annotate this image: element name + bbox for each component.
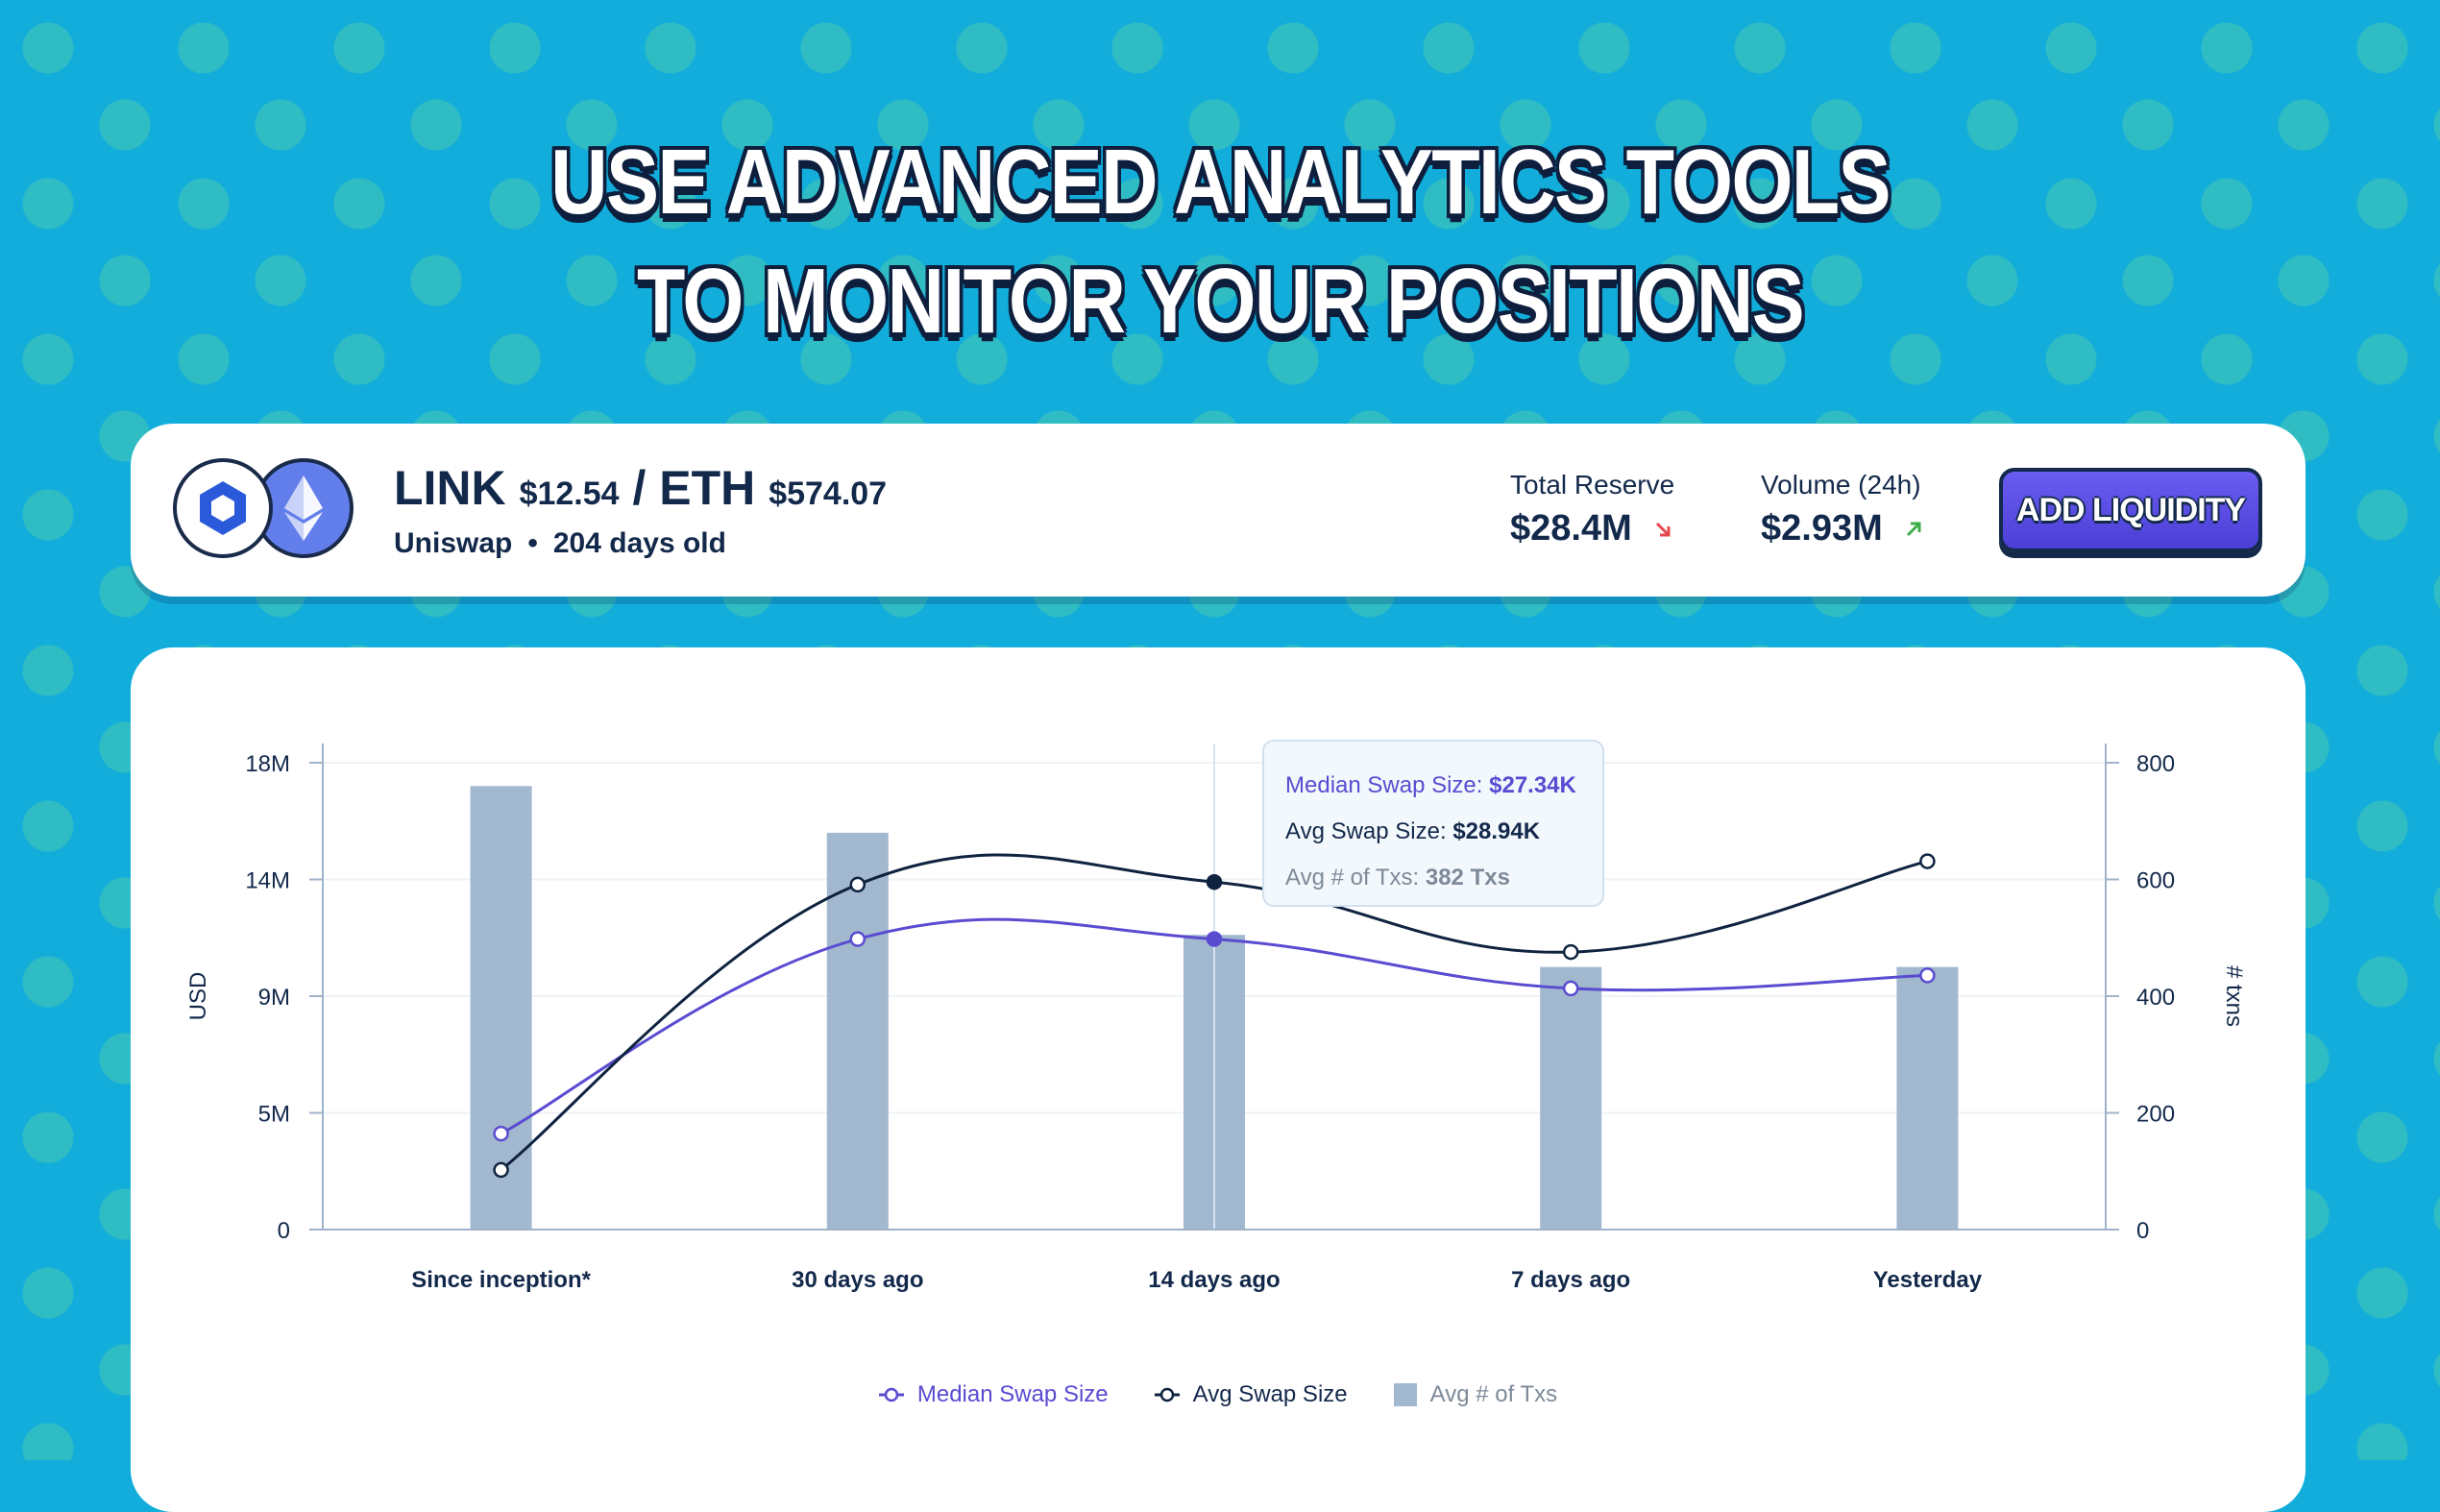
pair-info-card: LINK $12.54 / ETH $574.07 Uniswap • 204 da… [131,424,2306,597]
volume-24h-value: $2.93M [1761,508,1883,549]
tooltip-avg-value: $28.94K [1452,818,1541,844]
data-point [1206,873,1223,890]
y2-axis-title: # txns [2221,965,2247,1027]
legend-txs-label: Avg # of Txs [1429,1381,1558,1407]
legend-median-swap-size[interactable]: Median Swap Size [878,1381,1109,1408]
line-marker-icon [1154,1387,1180,1402]
legend-avg-swap-size[interactable]: Avg Swap Size [1154,1381,1348,1408]
x-axis-category-label: 14 days ago [1148,1267,1280,1293]
legend-median-label: Median Swap Size [916,1381,1109,1407]
add-liquidity-button[interactable]: ADD LIQUIDITY [1999,468,2262,552]
total-reserve-stat: Total Reserve $28.4M [1510,470,1674,549]
x-axis-category-label: 30 days ago [792,1267,923,1293]
pair-separator: / [632,461,647,515]
pair-subtitle: Uniswap • 204 days old [394,527,726,560]
y2-axis-tick-label: 600 [2136,868,2175,894]
quote-price: $574.07 [769,476,888,512]
trend-down-icon [1653,520,1672,539]
data-point [1562,980,1579,997]
y-axis-title: USD [185,972,211,1021]
chart-card: 0 5M 9M 14M 18M 0 200 400 600 800 USD # txns Since i… [131,647,2306,1512]
tooltip-avg-row: Avg Swap Size: $28.94K [1285,809,1581,855]
bar-avg-txs [470,786,532,1230]
y2-axis-tick-label: 0 [2136,1218,2149,1244]
bar-avg-txs [1896,966,1959,1230]
trend-up-icon [1904,520,1923,539]
volume-24h-label: Volume (24h) [1761,470,1921,500]
legend-avg-label: Avg Swap Size [1192,1381,1348,1407]
x-axis-category-label: 7 days ago [1511,1267,1630,1293]
line-avg-swap-size [500,853,1928,1172]
volume-24h-stat: Volume (24h) $2.93M [1761,470,1923,549]
tooltip-txs-value: 382 Txs [1425,865,1510,890]
y-axis-tick-label: 9M [258,985,290,1011]
tooltip-median-value: $27.34K [1489,772,1576,798]
y-axis-tick-label: 18M [245,751,290,777]
data-point [1562,943,1579,961]
quote-symbol: ETH [659,461,756,515]
data-point [493,1125,509,1142]
chainlink-icon [173,458,273,558]
pair-title: LINK $12.54 / ETH $574.07 [394,460,887,516]
tooltip-txs-row: Avg # of Txs: 382 Txs [1285,855,1581,901]
chart-legend: Median Swap Size Avg Swap Size Avg # of … [131,1381,2306,1408]
x-axis-category-label: Since inception* [411,1267,591,1293]
bar-avg-txs [826,832,889,1230]
pool-age: 204 days old [552,527,726,559]
tooltip-txs-label: Avg # of Txs: [1285,865,1420,890]
data-point [493,1161,509,1179]
chart-tooltip: Median Swap Size: $27.34K Avg Swap Size:… [1262,740,1604,907]
y-axis-tick-label: 14M [245,868,290,894]
base-price: $12.54 [519,476,620,512]
data-point [1206,931,1223,947]
tooltip-avg-label: Avg Swap Size: [1285,818,1447,844]
tooltip-median-label: Median Swap Size: [1285,772,1483,798]
data-point [849,876,866,893]
x-axis-category-label: Yesterday [1873,1267,1983,1293]
y2-axis-tick-label: 200 [2136,1102,2175,1128]
y2-axis-tick-label: 400 [2136,985,2175,1011]
headline: USE ADVANCED ANALYTICS TOOLS TO MONITOR … [171,123,2269,361]
line-marker-icon [878,1387,904,1402]
dex-name: Uniswap [394,527,513,559]
total-reserve-value: $28.4M [1510,508,1632,549]
swap-size-chart: 0 5M 9M 14M 18M 0 200 400 600 800 USD # txns Since i… [185,744,2247,1293]
headline-line-2: TO MONITOR YOUR POSITIONS [637,250,1805,353]
bullet-separator: • [527,527,538,559]
y-axis-tick-label: 5M [258,1102,290,1128]
total-reserve-label: Total Reserve [1510,470,1675,500]
data-point [1919,853,1936,869]
bar-swatch-icon [1393,1383,1417,1406]
data-point [1919,967,1936,984]
y-axis-tick-label: 0 [278,1218,290,1244]
headline-line-1: USE ADVANCED ANALYTICS TOOLS [550,131,1891,233]
base-symbol: LINK [394,461,506,515]
bar-avg-txs [1540,966,1602,1230]
tooltip-median-row: Median Swap Size: $27.34K [1285,763,1581,809]
legend-avg-txs[interactable]: Avg # of Txs [1393,1381,1558,1408]
ethereum-icon [254,458,354,558]
data-point [849,931,866,947]
y2-axis-tick-label: 800 [2136,751,2175,777]
